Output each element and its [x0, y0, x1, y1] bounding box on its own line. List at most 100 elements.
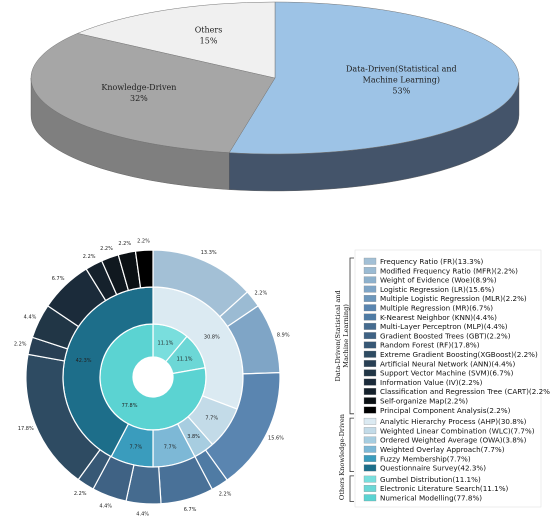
outer-ring-label-16: 2.2% [137, 238, 150, 244]
outer-ring-label-4: 2.2% [219, 492, 232, 498]
outer-ring-label-3: 15.6% [268, 435, 284, 441]
legend-item-label: Weighted Overlay Approach(7.7%) [380, 445, 505, 454]
pie-label-line: 32% [130, 94, 148, 103]
legend-item-label: Weighted Linear Combination (WLC)(7.7%) [380, 426, 535, 435]
pie-3d-chart: Data-Driven(Statistical and Machine Learn… [30, 1, 520, 192]
legend-item-label: Logistic Regression (LR)(15.6%) [380, 285, 494, 294]
middle-ring-label-0: 30.8% [204, 334, 220, 340]
outer-ring-label-1: 2.2% [255, 291, 268, 297]
legend-item-label: Frequency Ratio (FR)(13.3%) [380, 257, 484, 266]
legend-swatch [363, 427, 377, 435]
legend-swatch [363, 267, 377, 274]
legend-swatch [363, 304, 377, 312]
outer-ring-label-13: 2.2% [83, 254, 96, 260]
legend-item-label: Gradient Boosted Trees (GBT)(2.2%) [380, 331, 511, 340]
sunburst-chart: 11.1% 11.1% 77.8% 30.8% 7.7% 3.8% 7.7% 7.7% 42.3… [14, 238, 290, 517]
pie-slice-1 [30, 33, 276, 153]
legend-swatch [363, 445, 377, 453]
legend-item-label: Modified Frequency Ratio (MFR)(2.2%) [380, 266, 518, 275]
outer-ring-segment-16 [134, 249, 154, 289]
legend-item-label: Principal Component Analysis(2.2%) [380, 406, 511, 415]
legend-group-label: Data-Driven(Statistical andMachine Learn… [334, 289, 350, 381]
pie-label-0: Data-Driven(Statistical and Machine Learn… [346, 65, 457, 96]
legend-item-label: Random Forest (RF)(17.8%) [380, 341, 480, 350]
legend-item-label: Analytic Hierarchy Process (AHP)(30.8%) [380, 417, 527, 426]
middle-ring-label-4: 7.7% [130, 444, 143, 450]
outer-ring-label-15: 2.2% [118, 241, 131, 247]
pie-slice-2 [76, 1, 276, 79]
legend-item-label: Support Vector Machine (SVM)(6.7%) [380, 369, 514, 378]
outer-ring-label-5: 6.7% [184, 507, 197, 513]
pie-label-line: 15% [200, 36, 218, 45]
legend-group-label-line: Data-Driven(Statistical and [334, 289, 342, 381]
legend-swatch [363, 313, 377, 321]
legend-swatch [363, 295, 377, 302]
legend-swatch [363, 388, 377, 395]
legend-swatch [363, 285, 377, 293]
inner-ring-label-1: 11.1% [177, 357, 193, 363]
legend-swatch [363, 494, 377, 502]
legend-swatch [363, 406, 377, 414]
pie-slice-0 [228, 1, 520, 155]
outer-ring-label-8: 2.2% [74, 491, 87, 497]
legend-item-label: Questionnaire Survey(42.3%) [380, 464, 486, 473]
legend-item-label: Gumbel Distribution(11.1%) [380, 475, 481, 484]
legend-swatch [363, 332, 377, 340]
legend-group-label: Others [338, 477, 346, 500]
pie-label-line: 53% [392, 87, 410, 96]
legend-group-bracket [349, 417, 354, 472]
outer-ring-label-0: 13.3% [201, 250, 217, 256]
pie-label-line: Knowledge-Driven [101, 83, 176, 92]
legend-group-bracket [349, 475, 354, 502]
legend-group-label-line: Machine Learning) [342, 304, 350, 368]
legend-item-label: Artificial Neural Network (ANN)(4.4%) [380, 359, 515, 368]
pie-label-line: Others [195, 25, 223, 34]
legend-item-label: Self-organize Map(2.2%) [380, 397, 468, 406]
outer-ring-label-9: 17.8% [18, 426, 34, 432]
legend-swatch [363, 417, 377, 425]
legend-swatch [363, 485, 377, 492]
legend-swatch [363, 378, 377, 386]
outer-ring-label-12: 6.7% [52, 276, 65, 282]
legend-item-label: Extreme Gradient Boosting(XGBoost)(2.2%) [380, 350, 538, 359]
legend-item-label: K-Nearest Neighbor (KNN)(4.4%) [380, 313, 497, 322]
legend-swatch [363, 436, 377, 444]
legend-swatch [363, 276, 377, 284]
legend-swatch [363, 369, 377, 377]
legend-swatch [363, 322, 377, 330]
pie-label-1: Knowledge-Driven 32% [101, 83, 176, 103]
legend-item-label: Information Value (IV)(2.2%) [380, 378, 483, 387]
legend: Frequency Ratio (FR)(13.3%)Modified Freq… [334, 249, 550, 508]
legend-swatch [363, 397, 377, 405]
legend-swatch [363, 464, 377, 472]
legend-item-label: Numerical Modelling(77.8%) [380, 494, 482, 503]
legend-group-label: Knowledge-Driven [338, 413, 346, 476]
outer-ring-label-10: 2.2% [14, 341, 27, 347]
legend-swatch [363, 475, 377, 483]
legend-swatch [363, 341, 377, 349]
middle-ring-label-1: 7.7% [205, 416, 218, 422]
middle-ring-label-5: 42.3% [76, 358, 92, 364]
legend-item-label: Electronic Literature Search(11.1%) [380, 484, 509, 493]
legend-item-label: Multi-Layer Perceptron (MLP)(4.4%) [380, 322, 508, 331]
pie-label-line: Machine Learning) [363, 76, 440, 85]
legend-frame [354, 249, 542, 508]
legend-item-label: Classification and Regression Tree (CART… [380, 387, 550, 396]
outer-ring-label-11: 4.4% [24, 315, 37, 321]
middle-ring-label-3: 7.7% [164, 444, 177, 450]
inner-ring-label-0: 11.1% [158, 341, 174, 347]
legend-swatch [363, 455, 377, 462]
pie-label-2: Others 15% [195, 25, 223, 45]
middle-ring-label-2: 3.8% [187, 434, 200, 440]
legend-swatch [363, 350, 377, 358]
legend-item-label: Multiple Regression (MR)(6.7%) [380, 304, 493, 313]
outer-ring-label-14: 2.2% [100, 246, 113, 252]
legend-item-label: Multiple Logistic Regression (MLR)(2.2%) [380, 294, 527, 303]
outer-ring-label-2: 8.9% [277, 333, 290, 339]
outer-ring-label-7: 4.4% [99, 504, 112, 510]
sunburst-hole [133, 357, 173, 397]
outer-ring-label-6: 4.4% [136, 512, 149, 518]
legend-item-label: Weight of Evidence (Woe)(8.9%) [380, 276, 497, 285]
inner-ring-label-2: 77.8% [122, 403, 138, 409]
